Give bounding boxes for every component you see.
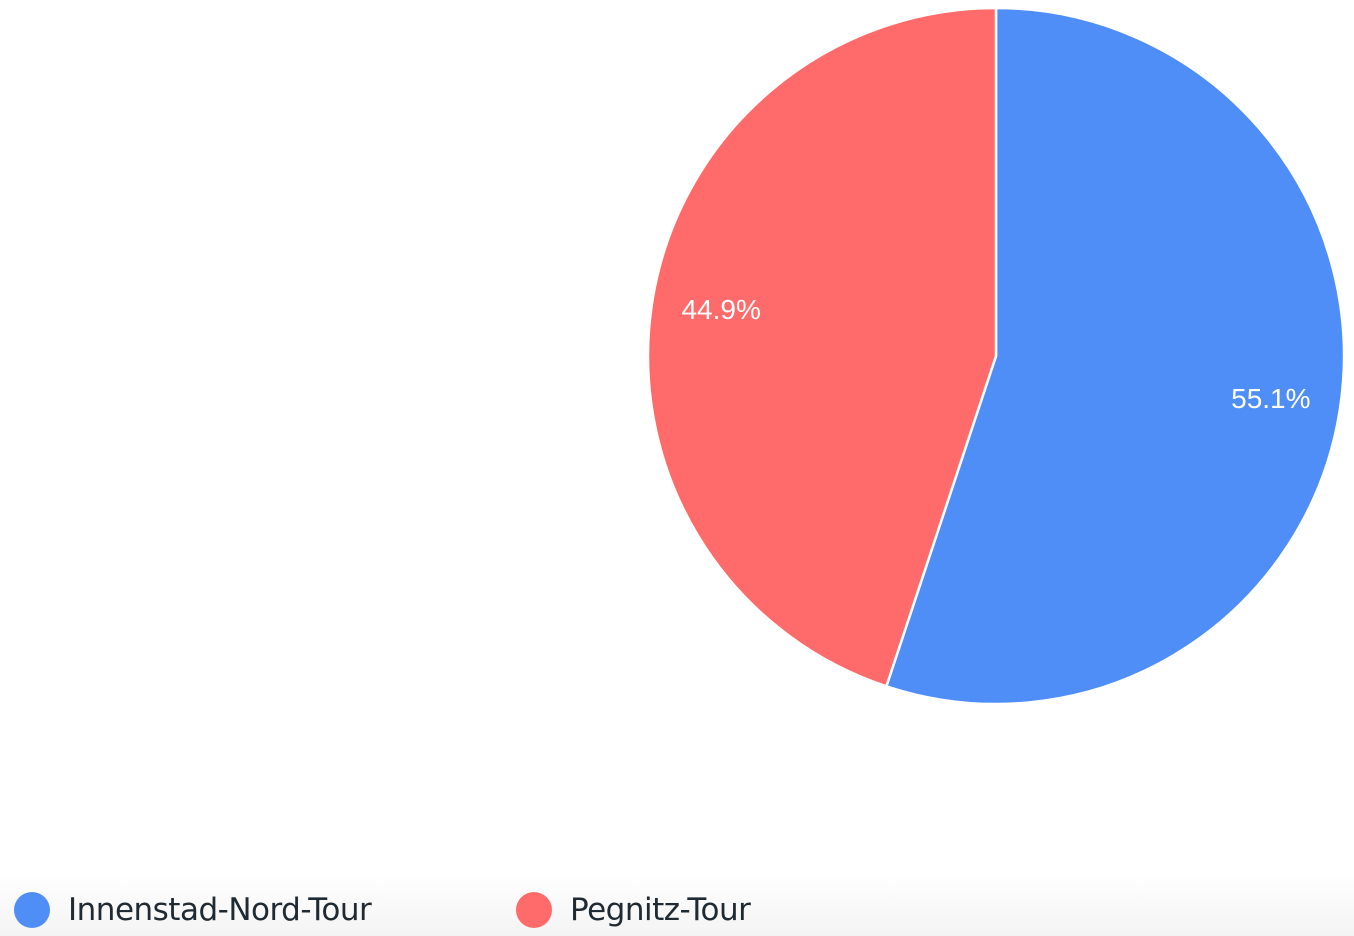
legend-swatch-icon (516, 892, 552, 928)
legend-label: Pegnitz-Tour (570, 892, 751, 928)
legend-label: Innenstad-Nord-Tour (68, 892, 372, 928)
pie-slice-innenstad-nord-tour[interactable] (885, 6, 1346, 706)
slice-value-label: 44.9% (681, 294, 760, 325)
legend: Innenstad-Nord-Tour Pegnitz-Tour (0, 872, 1354, 936)
pie-chart-svg: 55.1% 44.9% (646, 6, 1346, 706)
legend-swatch-icon (14, 892, 50, 928)
pie-slice-pegnitz-tour[interactable] (646, 6, 998, 688)
pie-chart: 55.1% 44.9% (646, 6, 1346, 706)
legend-item-pegnitz-tour[interactable]: Pegnitz-Tour (516, 892, 751, 928)
slice-value-label: 55.1% (1231, 383, 1310, 414)
legend-item-innenstad-nord-tour[interactable]: Innenstad-Nord-Tour (14, 892, 372, 928)
